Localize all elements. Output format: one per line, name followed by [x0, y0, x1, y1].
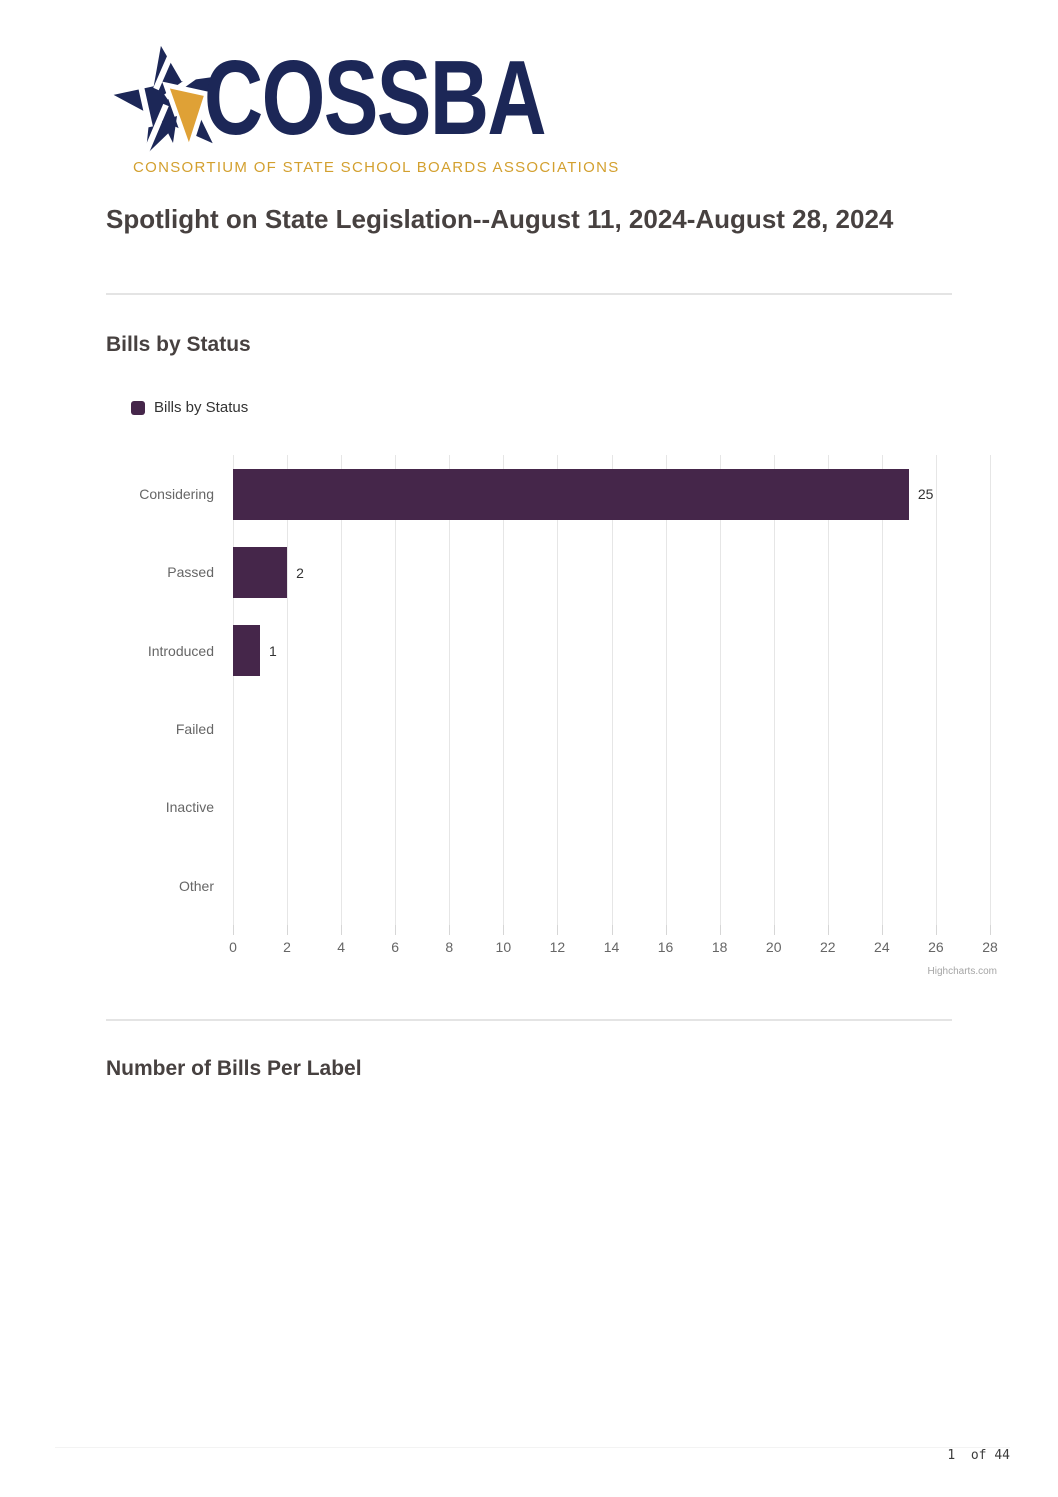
- footer-rule: [55, 1447, 1010, 1448]
- highcharts-credit: Highcharts.com: [927, 966, 997, 977]
- gridline: [503, 455, 505, 925]
- category-label-introduced: Introduced: [147, 642, 214, 659]
- gridline: [665, 455, 667, 925]
- gridline: [990, 455, 991, 925]
- axis-tick: [990, 925, 991, 935]
- axis-tick: [233, 925, 234, 935]
- x-axis-label: 28: [982, 939, 998, 955]
- x-axis-label: 0: [229, 939, 237, 955]
- logo-tagline: CONSORTIUM OF STATE SCHOOL BOARDS ASSOCI…: [133, 159, 620, 176]
- gridline: [935, 455, 937, 925]
- value-label-introduced: 1: [269, 642, 277, 659]
- bills-by-status-chart: Bills by Status 0 2 4 6 8 10 12 14 16 18 20 22 24 26 2…: [106, 395, 998, 995]
- x-axis-label: 16: [657, 939, 674, 955]
- x-axis-label: 18: [711, 939, 728, 955]
- axis-tick: [611, 925, 613, 935]
- divider: [106, 293, 952, 295]
- axis-tick: [935, 925, 937, 935]
- chart-legend: Bills by Status: [131, 399, 248, 416]
- axis-tick: [341, 925, 343, 935]
- category-label-passed: Passed: [167, 564, 214, 581]
- x-axis-label: 10: [495, 939, 512, 955]
- logo-brand-text: COSSBA: [204, 38, 547, 157]
- axis-tick: [557, 925, 559, 935]
- axis-tick: [395, 925, 397, 935]
- divider: [106, 1019, 952, 1021]
- bar-passed: [233, 547, 288, 598]
- page-number: 1 of 44: [947, 1448, 1010, 1463]
- gridline: [611, 455, 613, 925]
- section-heading-bills-per-label: Number of Bills Per Label: [106, 1057, 362, 1080]
- cossba-star-logo: [113, 45, 223, 157]
- gridline: [773, 455, 775, 925]
- gold-arrow: [162, 81, 211, 157]
- x-axis-label: 12: [549, 939, 566, 955]
- x-axis-label: 6: [391, 939, 400, 955]
- category-label-inactive: Inactive: [165, 799, 214, 816]
- category-label-failed: Failed: [175, 721, 214, 738]
- gridline: [287, 455, 289, 925]
- legend-label: Bills by Status: [154, 399, 249, 416]
- bar-introduced: [233, 625, 261, 677]
- x-axis-label: 4: [337, 939, 346, 955]
- x-axis-label: 8: [445, 939, 454, 955]
- axis-tick: [719, 925, 721, 935]
- axis-tick: [449, 925, 451, 935]
- axis-tick: [287, 925, 289, 935]
- gridline: [719, 455, 721, 925]
- x-axis-label: 26: [928, 939, 944, 955]
- x-axis-label: 14: [603, 939, 620, 955]
- gridline: [233, 455, 234, 925]
- chart-plot: 0 2 4 6 8 10 12 14 16 18 20 22 24 26 28 Considering 25 Pa…: [139, 455, 998, 955]
- category-label-considering: Considering: [139, 486, 214, 503]
- bar-considering: [233, 468, 909, 520]
- gridline: [449, 455, 451, 925]
- x-axis-label: 22: [819, 939, 836, 955]
- x-axis-label: 2: [283, 939, 291, 955]
- section-heading-bills-by-status: Bills by Status: [106, 333, 251, 356]
- axis-tick: [881, 925, 883, 935]
- x-axis-label: 20: [765, 939, 782, 955]
- axis-tick: [503, 925, 505, 935]
- axis-tick: [827, 925, 829, 935]
- page-title: Spotlight on State Legislation--August 1…: [106, 204, 894, 234]
- x-axis-label: 24: [874, 939, 890, 955]
- legend-swatch: [131, 400, 145, 415]
- gridline: [881, 455, 883, 925]
- gridline: [341, 455, 343, 925]
- gridline: [827, 455, 829, 925]
- axis-tick: [773, 925, 775, 935]
- value-label-passed: 2: [296, 564, 304, 581]
- gridline: [395, 455, 397, 925]
- axis-tick: [665, 925, 667, 935]
- gridline: [557, 455, 559, 925]
- value-label-considering: 25: [917, 486, 934, 503]
- category-label-other: Other: [178, 877, 214, 894]
